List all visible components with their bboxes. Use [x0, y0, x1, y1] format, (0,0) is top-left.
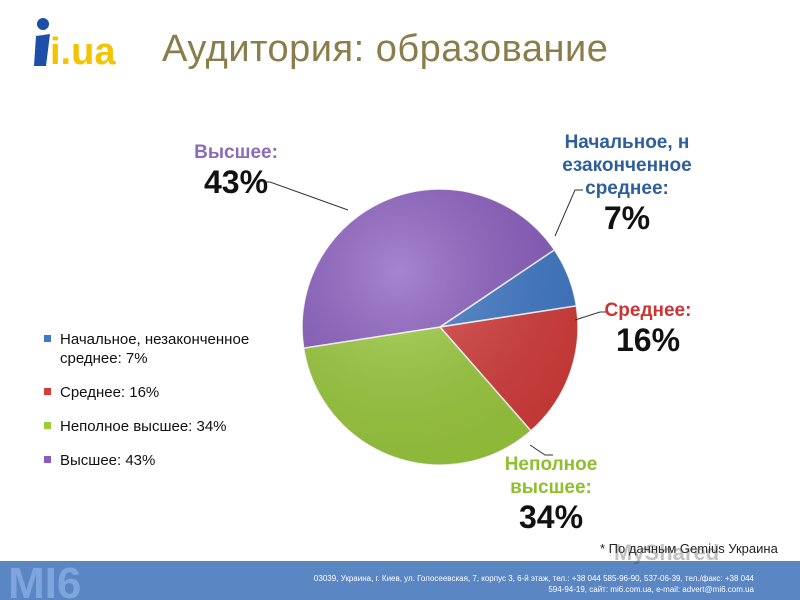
legend-swatch	[44, 388, 51, 395]
slice-label-value: 43%	[204, 164, 268, 200]
footer-address-line2: 594-94-19, сайт: mi6.com.ua, e-mail: adv…	[548, 585, 754, 594]
callout-line	[529, 444, 553, 456]
watermark: MyShared	[614, 540, 720, 565]
legend-item: Высшее: 43%	[44, 451, 284, 470]
slice-label-value: 16%	[616, 322, 680, 358]
slice-label-name: Высшее:	[194, 142, 278, 163]
legend-label: Среднее: 16%	[60, 384, 160, 401]
legend-swatch	[44, 456, 51, 463]
mi6-logo: MI6	[8, 563, 81, 600]
slice-label-name: Неполное	[505, 454, 598, 475]
slice-label-name: Начальное, н	[565, 132, 690, 153]
footer-logo-text: MI6	[8, 563, 81, 600]
slice-label-value: 34%	[519, 499, 583, 535]
slice-label-name: высшее:	[510, 477, 592, 498]
slice-label-value: 7%	[604, 200, 650, 236]
callout-line	[554, 189, 583, 237]
source-note: * По данным Gemius Украина	[600, 541, 778, 556]
legend-item: Среднее: 16%	[44, 383, 284, 402]
legend-label: Начальное, незаконченное среднее: 7%	[60, 331, 250, 367]
legend-swatch	[44, 335, 51, 342]
legend-swatch	[44, 422, 51, 429]
footer-address-line1: 03039, Украина, г. Киев, ул. Голосеевска…	[313, 574, 754, 583]
legend-item: Неполное высшее: 34%	[44, 417, 284, 436]
iua-logo: i.ua	[34, 18, 116, 73]
footer-address: 03039, Украина, г. Киев, ул. Голосеевска…	[284, 573, 754, 595]
chart-legend: Начальное, незаконченное среднее: 7% Сред…	[44, 330, 284, 485]
slice-label-name: езаконченное	[562, 155, 691, 176]
legend-label: Неполное высшее: 34%	[60, 418, 227, 435]
logo-text: i.ua	[50, 31, 116, 73]
legend-item: Начальное, незаконченное среднее: 7%	[44, 330, 284, 368]
callout-line	[574, 311, 608, 321]
page-title: Аудитория: образование	[162, 28, 609, 70]
slice-label-name: среднее:	[585, 178, 669, 199]
slice-label-name: Среднее:	[605, 300, 692, 321]
legend-label: Высшее: 43%	[60, 452, 156, 469]
footer-bar: MI6 03039, Украина, г. Киев, ул. Голосее…	[0, 561, 800, 600]
callout-line	[265, 181, 349, 211]
